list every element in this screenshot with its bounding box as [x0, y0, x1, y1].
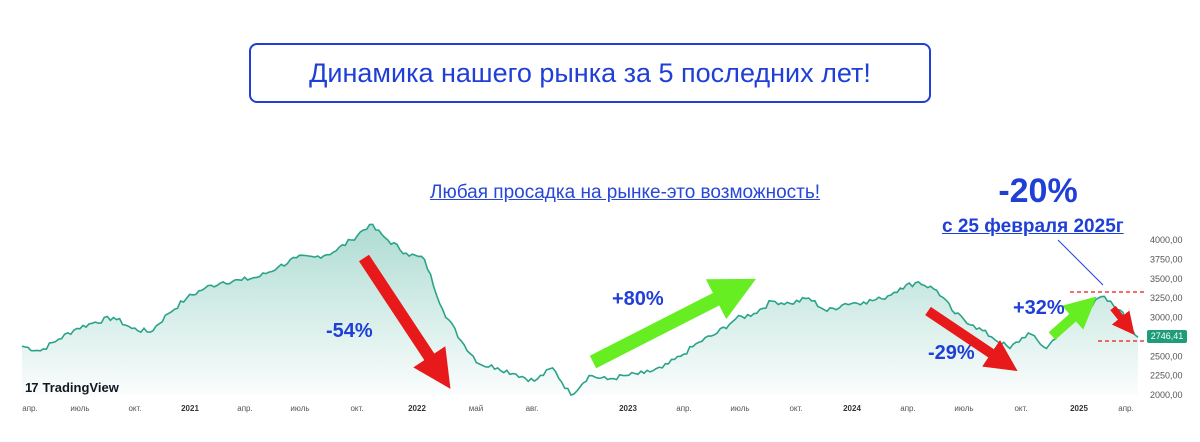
move-label-4: +32% [1013, 297, 1065, 319]
x-tick-label: 2024 [843, 404, 861, 413]
x-tick-label: апр. [22, 404, 37, 413]
y-tick-label: 3250,00 [1150, 293, 1183, 303]
rise-arrow-2 [1048, 296, 1097, 340]
last-price-badge: 2746,41 [1147, 330, 1187, 343]
x-tick-label: июль [954, 404, 973, 413]
y-tick-label: 2500,00 [1150, 351, 1183, 361]
x-tick-label: 2025 [1070, 404, 1088, 413]
y-tick-label: 4000,00 [1150, 235, 1183, 245]
x-tick-label: окт. [128, 404, 141, 413]
page-title: Динамика нашего рынка за 5 последних лет… [309, 57, 871, 88]
move-label-3: -29% [928, 342, 975, 364]
since-date-annotation: с 25 февраля 2025г [942, 216, 1124, 237]
y-tick-label: 3000,00 [1150, 313, 1183, 323]
y-tick-label: 3750,00 [1150, 254, 1183, 264]
tradingview-logo-icon: 17 [25, 380, 39, 395]
price-area [22, 224, 1138, 395]
x-tick-label: май [469, 404, 483, 413]
tradingview-logo-text: TradingView [42, 380, 119, 395]
x-tick-label: окт. [350, 404, 363, 413]
x-tick-label: июль [70, 404, 89, 413]
x-tick-label: 2022 [408, 404, 426, 413]
x-tick-label: апр. [900, 404, 915, 413]
x-tick-label: июль [290, 404, 309, 413]
x-tick-label: 2023 [619, 404, 637, 413]
x-axis: апр. июль окт. 2021 апр. июль окт. 2022 май авг. 2… [22, 404, 1133, 413]
drop-arrow-3 [1110, 305, 1135, 335]
annotation-pointer-line [1057, 239, 1104, 286]
title-box: Динамика нашего рынка за 5 последних лет… [249, 43, 931, 103]
y-tick-label: 2250,00 [1150, 371, 1183, 381]
tradingview-logo: 17 TradingView [25, 380, 119, 395]
x-tick-label: 2021 [181, 404, 199, 413]
x-tick-label: авг. [526, 404, 539, 413]
drop-annotation: -20% [998, 172, 1078, 210]
price-line [21, 223, 1139, 396]
y-tick-label: 3500,00 [1150, 274, 1183, 284]
drop-arrow-1 [358, 254, 451, 389]
drop-arrow-2 [925, 306, 1018, 372]
y-axis: 4000,003750,003500,003250,003000,002750,… [1150, 235, 1183, 400]
move-label-1: -54% [326, 320, 373, 342]
rise-arrow-1 [589, 278, 756, 369]
x-tick-label: апр. [237, 404, 252, 413]
x-tick-label: окт. [789, 404, 802, 413]
y-tick-label: 2000,00 [1150, 390, 1183, 400]
x-tick-label: июль [730, 404, 749, 413]
x-tick-label: окт. [1014, 404, 1027, 413]
x-tick-label: апр. [676, 404, 691, 413]
move-label-2: +80% [612, 288, 664, 310]
x-tick-label: апр. [1118, 404, 1133, 413]
subtitle-link[interactable]: Любая просадка на рынке-это возможность! [430, 182, 821, 203]
